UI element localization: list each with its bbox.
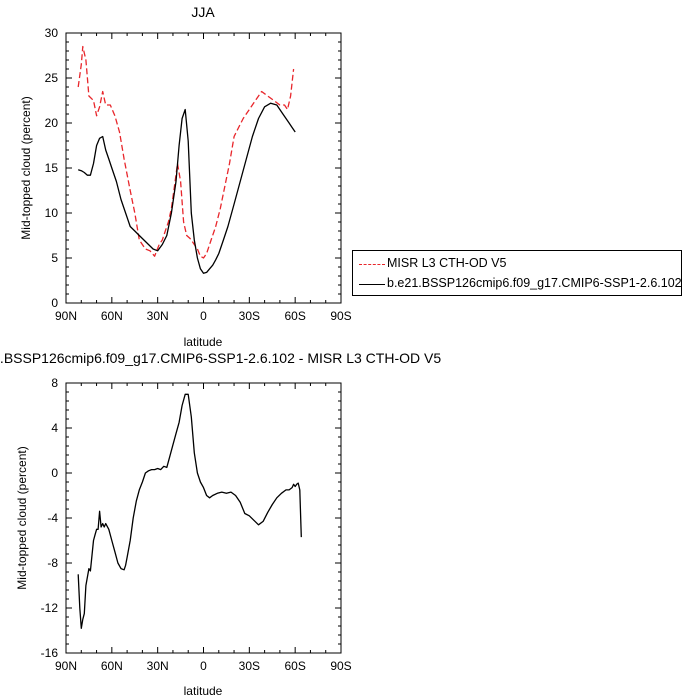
y-tick-label: -12 (41, 601, 59, 615)
y-tick-label: 0 (51, 466, 58, 480)
top-chart-legend: MISR L3 CTH-OD V5 b.e21.BSSP126cmip6.f09… (352, 250, 682, 296)
y-tick-label: 5 (51, 251, 58, 265)
legend-item-misr: MISR L3 CTH-OD V5 (353, 255, 681, 275)
x-tick-label: 30N (147, 659, 169, 673)
y-tick-label: -4 (47, 511, 58, 525)
x-tick-label: 30S (239, 659, 260, 673)
top-chart-ticks: 90N 60N 30N 0 30S 60S 90S 0 5 10 15 20 25 30 (45, 26, 352, 323)
bottom-y-axis-label: Mid-topped cloud (percent) (15, 446, 29, 589)
bottom-panel: b.e21.BSSP126cmip6.f09_g17.CMIP6-SSP1-2.… (0, 350, 441, 698)
x-tick-label: 90S (330, 659, 351, 673)
legend-solid-line-swatch (359, 284, 385, 285)
x-tick-label: 30N (147, 309, 169, 323)
series-line-1 (78, 102, 296, 274)
x-tick-label: 60S (284, 659, 305, 673)
x-tick-label: 60N (101, 659, 123, 673)
top-plot-frame (65, 32, 342, 304)
legend-item-model: b.e21.BSSP126cmip6.f09_g17.CMIP6-SSP1-2.… (353, 275, 682, 295)
y-tick-label: 30 (45, 26, 59, 40)
y-tick-label: 4 (51, 421, 58, 435)
y-tick-label: 8 (51, 376, 58, 390)
y-tick-label: 20 (45, 116, 59, 130)
top-chart-series (77, 45, 296, 274)
legend-dashed-line-swatch (359, 264, 385, 265)
top-y-axis-label: Mid-topped cloud (percent) (19, 96, 33, 239)
x-tick-label: 90N (55, 659, 77, 673)
x-tick-label: 60S (284, 309, 305, 323)
x-tick-label: 0 (200, 659, 207, 673)
bottom-x-axis-label: latitude (184, 684, 223, 698)
y-tick-label: 25 (45, 71, 59, 85)
y-tick-label: 0 (51, 296, 58, 310)
bottom-chart-series (77, 393, 302, 629)
legend-label-model: b.e21.BSSP126cmip6.f09_g17.CMIP6-SSP1-2.… (387, 276, 682, 290)
top-x-axis-label: latitude (184, 335, 223, 349)
y-tick-label: 15 (45, 161, 59, 175)
legend-label-misr: MISR L3 CTH-OD V5 (387, 256, 507, 270)
x-tick-label: 90S (330, 309, 351, 323)
bottom-chart-title: b.e21.BSSP126cmip6.f09_g17.CMIP6-SSP1-2.… (0, 350, 441, 366)
series-line-0 (77, 393, 302, 629)
x-tick-label: 0 (200, 309, 207, 323)
y-tick-label: -8 (47, 556, 58, 570)
x-tick-label: 60N (101, 309, 123, 323)
bottom-chart-ticks: 90N 60N 30N 0 30S 60S 90S -16 -12 -8 -4 0 4 8 (41, 376, 352, 673)
x-tick-label: 90N (55, 309, 77, 323)
top-panel: JJA 90N 60N 30N 0 30S 60S 90S 0 5 10 15 20 25 30 lati… (19, 4, 352, 349)
x-tick-label: 30S (239, 309, 260, 323)
y-tick-label: -16 (41, 646, 59, 660)
bottom-plot-frame (65, 382, 342, 654)
y-tick-label: 10 (45, 206, 59, 220)
top-chart-title: JJA (191, 4, 215, 20)
series-line-0 (77, 45, 295, 259)
